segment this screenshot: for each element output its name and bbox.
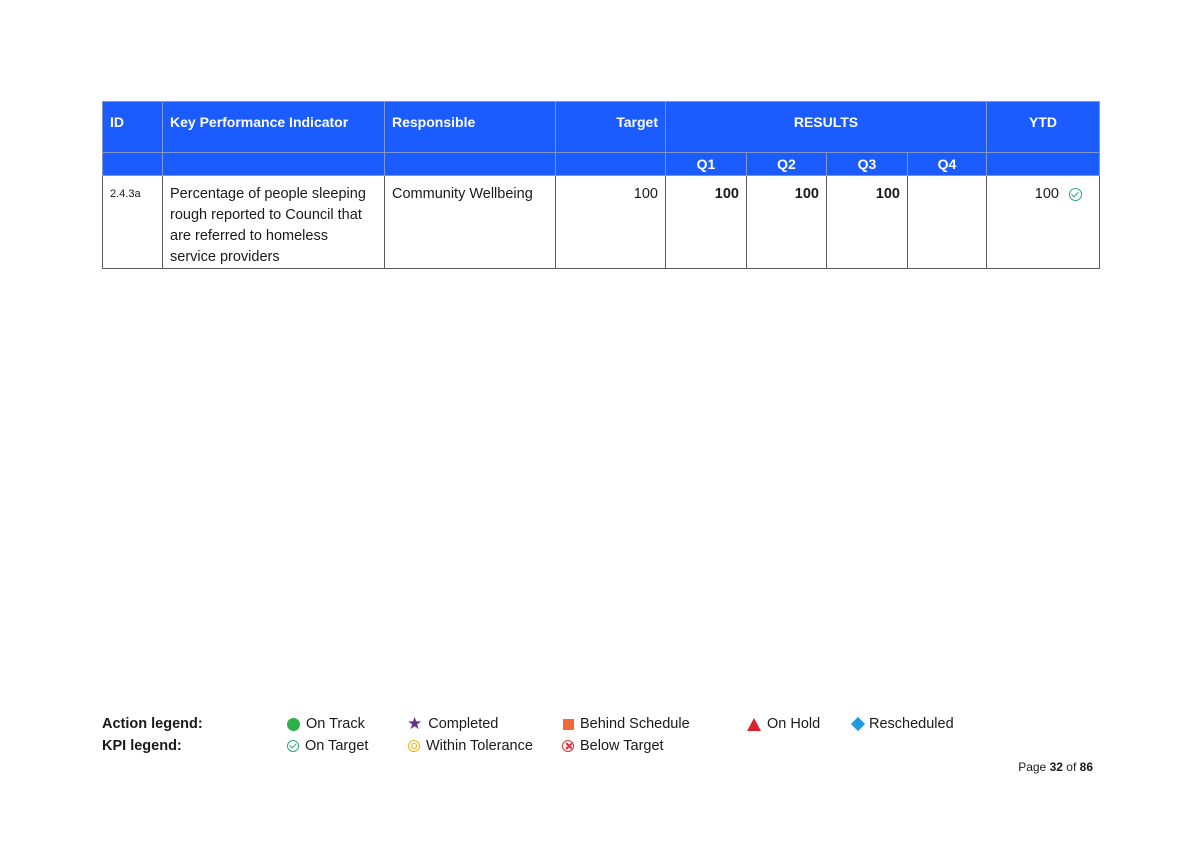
header-q3: Q3 <box>826 152 908 176</box>
action-legend-label: Action legend: <box>102 716 203 732</box>
legend-label: Below Target <box>580 738 664 754</box>
legend-label: On Track <box>306 716 365 732</box>
legend-label: Within Tolerance <box>426 738 533 754</box>
cell-responsible: Community Wellbeing <box>384 175 556 269</box>
ytd-value: 100 <box>1034 186 1059 202</box>
on-target-icon <box>1069 187 1082 201</box>
green-circle-icon <box>287 717 300 731</box>
table-row: 2.4.3a Percentage of people sleeping rou… <box>102 175 1100 269</box>
legend-item-rescheduled: Rescheduled <box>850 716 954 732</box>
header-id: ID <box>102 101 163 153</box>
red-x-icon <box>562 740 574 752</box>
legend-label: On Hold <box>767 716 821 732</box>
header-target: Target <box>555 101 666 153</box>
page-current: 32 <box>1049 760 1063 774</box>
header-q4: Q4 <box>907 152 987 176</box>
cell-id: 2.4.3a <box>102 175 163 269</box>
legend-item-completed: ★ Completed <box>407 714 499 733</box>
header-q2: Q2 <box>746 152 827 176</box>
cell-target: 100 <box>555 175 666 269</box>
legend-label: On Target <box>305 738 369 754</box>
page-prefix: Page <box>1018 760 1047 774</box>
yellow-ring-icon <box>408 740 420 752</box>
blue-diamond-icon <box>850 716 866 732</box>
cell-q4 <box>907 175 987 269</box>
legend-label: Rescheduled <box>869 716 954 732</box>
table-header-row: ID Key Performance Indicator Responsible… <box>102 101 1100 153</box>
purple-star-icon: ★ <box>407 714 423 733</box>
header-responsible: Responsible <box>384 101 556 153</box>
legend-item-on-target: On Target <box>287 738 368 754</box>
legend-item-on-hold: On Hold <box>747 716 820 732</box>
header-kpi: Key Performance Indicator <box>162 101 385 153</box>
subheader-empty <box>102 152 163 176</box>
cell-q3: 100 <box>826 175 908 269</box>
kpi-table: ID Key Performance Indicator Responsible… <box>102 101 1100 269</box>
header-results: RESULTS <box>665 101 987 153</box>
header-q1: Q1 <box>665 152 747 176</box>
orange-square-icon <box>563 718 574 730</box>
subheader-empty <box>384 152 556 176</box>
subheader-empty <box>986 152 1100 176</box>
legend-item-below-target: Below Target <box>562 738 664 754</box>
red-triangle-icon <box>747 717 761 731</box>
subheader-empty <box>555 152 666 176</box>
legend-item-behind-schedule: Behind Schedule <box>563 716 690 732</box>
table-subheader-row: Q1 Q2 Q3 Q4 <box>102 152 1100 176</box>
legend-label: Behind Schedule <box>580 716 690 732</box>
green-check-icon <box>287 740 299 752</box>
legend-item-within-tolerance: Within Tolerance <box>408 738 533 754</box>
cell-q1: 100 <box>665 175 747 269</box>
cell-kpi: Percentage of people sleeping rough repo… <box>162 175 385 269</box>
legend-item-on-track: On Track <box>287 716 365 732</box>
page-total: 86 <box>1079 760 1093 774</box>
legend-label: Completed <box>428 716 499 732</box>
page-of: of <box>1066 760 1077 774</box>
kpi-legend-label: KPI legend: <box>102 738 182 754</box>
header-ytd: YTD <box>986 101 1100 153</box>
page-number: Page 32 of 86 <box>1018 760 1093 774</box>
cell-ytd: 100 <box>986 175 1100 269</box>
cell-q2: 100 <box>746 175 827 269</box>
subheader-empty <box>162 152 385 176</box>
